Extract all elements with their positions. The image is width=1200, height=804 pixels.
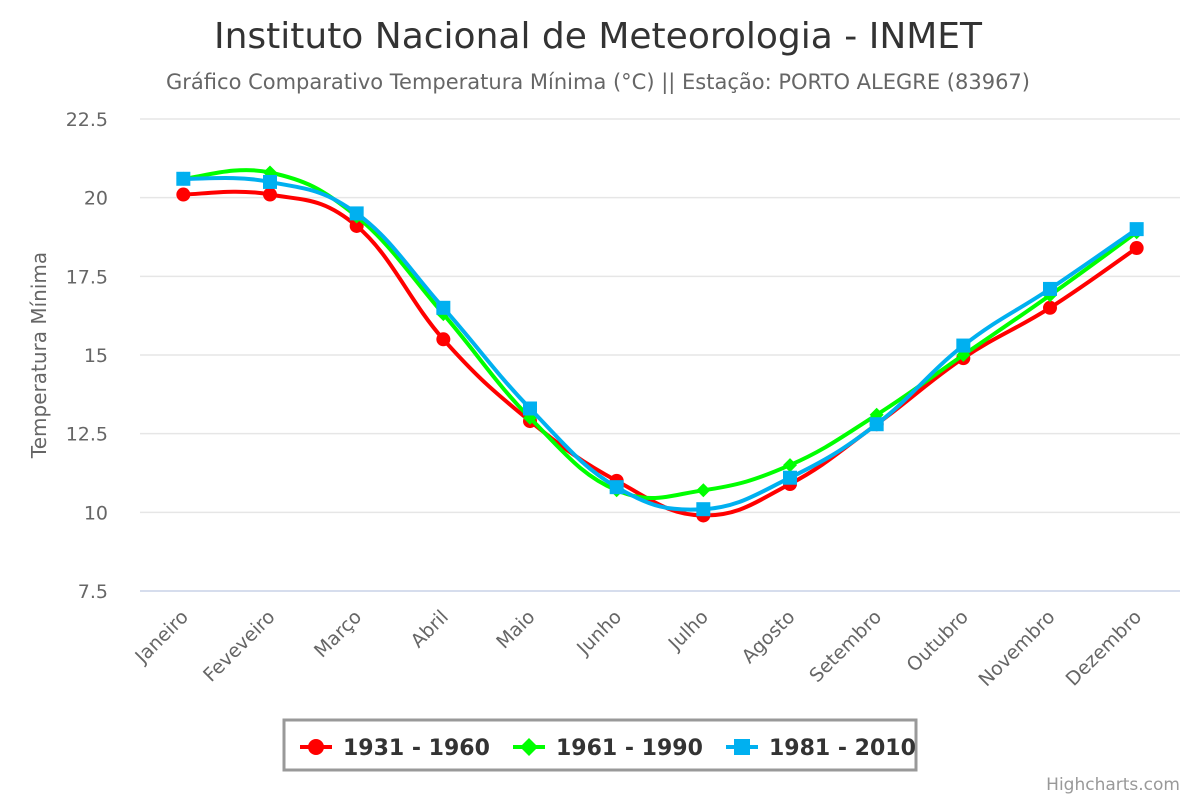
data-point <box>783 458 797 473</box>
legend-marker <box>734 739 750 755</box>
x-tick-label: Novembro <box>974 606 1059 691</box>
data-point <box>956 338 971 353</box>
legend: 1931 - 1960 1961 - 1990 1981 - 2010 <box>282 718 918 772</box>
data-point <box>263 174 277 189</box>
data-point <box>783 470 797 485</box>
data-point <box>1043 300 1057 315</box>
legend-label: 1961 - 1990 <box>556 736 703 761</box>
series-layer <box>176 165 1144 523</box>
x-tick-label: Junho <box>572 606 626 660</box>
x-tick-label: Agosto <box>738 606 800 668</box>
x-tick-label: Abril <box>407 606 453 652</box>
data-point <box>436 300 451 315</box>
data-point <box>176 171 191 186</box>
x-axis-ticks: Janeiro Feveveiro Março Abril Maio Junho Julho… <box>130 606 1146 691</box>
x-tick-label: Maio <box>492 606 539 653</box>
data-point <box>176 187 191 202</box>
y-tick-label: 20 <box>84 188 108 210</box>
grid-lines <box>140 118 1180 592</box>
x-tick-label: Feveveiro <box>199 606 279 686</box>
series-2 <box>176 165 1144 501</box>
y-tick-label: 10 <box>84 502 108 524</box>
y-axis-ticks: 22.5 20 17.5 15 12.5 10 7.5 <box>66 109 108 603</box>
data-point <box>609 480 624 495</box>
y-tick-label: 22.5 <box>66 109 108 131</box>
data-point <box>696 502 711 517</box>
x-tick-label: Setembro <box>805 606 886 687</box>
data-point <box>869 417 884 432</box>
series-line <box>181 175 1139 512</box>
y-tick-label: 12.5 <box>66 424 108 446</box>
legend-item[interactable]: 1931 - 1960 <box>300 736 490 761</box>
data-point <box>349 218 364 233</box>
credits-link[interactable]: Highcharts.com <box>1046 775 1180 795</box>
series-line <box>181 168 1139 501</box>
data-point <box>436 332 451 347</box>
data-point <box>523 401 537 416</box>
data-point <box>349 206 364 221</box>
x-tick-label: Dezembro <box>1062 606 1147 691</box>
legend-marker <box>520 738 538 756</box>
legend-label: 1931 - 1960 <box>343 736 490 761</box>
data-point <box>696 483 711 498</box>
data-point <box>1043 281 1057 296</box>
x-tick-label: Março <box>310 606 366 662</box>
x-tick-label: Outubro <box>902 606 972 676</box>
legend-marker <box>308 739 324 755</box>
x-tick-label: Janeiro <box>130 606 192 668</box>
data-point <box>1129 222 1144 237</box>
series-3 <box>176 171 1144 517</box>
x-tick-label: Julho <box>664 606 713 655</box>
data-point <box>1129 241 1144 256</box>
series-line <box>181 189 1139 518</box>
y-tick-label: 7.5 <box>78 581 108 603</box>
data-point <box>263 187 277 202</box>
legend-box <box>282 718 918 772</box>
legend-label: 1981 - 2010 <box>769 736 916 761</box>
chart-title: Instituto Nacional de Meteorologia - INM… <box>214 16 983 57</box>
y-axis-label: Temperatura Mínima <box>27 252 51 459</box>
legend-item[interactable]: 1961 - 1990 <box>513 736 703 761</box>
legend-item[interactable]: 1981 - 2010 <box>726 736 916 761</box>
chart-subtitle: Gráfico Comparativo Temperatura Mínima (… <box>166 70 1030 95</box>
y-tick-label: 15 <box>84 345 108 367</box>
y-tick-label: 17.5 <box>66 266 108 288</box>
